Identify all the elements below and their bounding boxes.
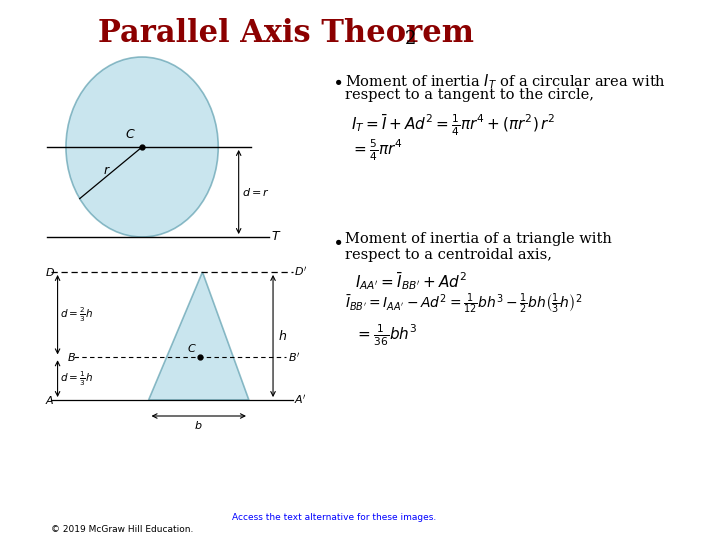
Text: $D$: $D$ bbox=[45, 266, 55, 278]
Text: Moment of inertia $I_T$ of a circular area with: Moment of inertia $I_T$ of a circular ar… bbox=[346, 72, 667, 91]
Text: $C$: $C$ bbox=[186, 342, 197, 354]
Text: $\bullet$: $\bullet$ bbox=[333, 232, 343, 250]
Text: $d = \frac{2}{3}h$: $d = \frac{2}{3}h$ bbox=[60, 306, 94, 324]
Polygon shape bbox=[148, 272, 249, 400]
Text: $\bar{I}_{BB'} = I_{AA'} - Ad^2 = \frac{1}{12}bh^3 - \frac{1}{2}bh\left(\frac{1}: $\bar{I}_{BB'} = I_{AA'} - Ad^2 = \frac{… bbox=[346, 292, 583, 316]
Text: respect to a centroidal axis,: respect to a centroidal axis, bbox=[346, 248, 552, 262]
Text: $\bullet$: $\bullet$ bbox=[333, 72, 343, 90]
Text: respect to a tangent to the circle,: respect to a tangent to the circle, bbox=[346, 88, 595, 102]
Text: $r$: $r$ bbox=[104, 164, 112, 177]
Text: $B$: $B$ bbox=[67, 352, 76, 363]
Text: $A$: $A$ bbox=[45, 394, 54, 406]
Text: $h$: $h$ bbox=[278, 329, 287, 343]
Text: $I_{AA'} = \bar{I}_{BB'} + Ad^2$: $I_{AA'} = \bar{I}_{BB'} + Ad^2$ bbox=[355, 270, 467, 292]
Text: $= \frac{1}{36}bh^3$: $= \frac{1}{36}bh^3$ bbox=[355, 322, 418, 348]
Text: $d = r$: $d = r$ bbox=[243, 186, 270, 198]
Text: © 2019 McGraw Hill Education.: © 2019 McGraw Hill Education. bbox=[51, 525, 194, 535]
Text: Moment of inertia of a triangle with: Moment of inertia of a triangle with bbox=[346, 232, 612, 246]
Text: $C$: $C$ bbox=[125, 129, 136, 141]
Text: Parallel Axis Theorem: Parallel Axis Theorem bbox=[98, 17, 474, 49]
Ellipse shape bbox=[66, 57, 218, 237]
Text: $b$: $b$ bbox=[194, 419, 203, 431]
Text: $A'$: $A'$ bbox=[294, 394, 307, 407]
Text: $d = \frac{1}{3}h$: $d = \frac{1}{3}h$ bbox=[60, 369, 94, 388]
Text: Access the text alternative for these images.: Access the text alternative for these im… bbox=[233, 514, 436, 523]
Text: $B'$: $B'$ bbox=[288, 351, 300, 364]
Text: 2: 2 bbox=[405, 30, 416, 48]
Text: $I_T = \bar{I} + Ad^2 = \frac{1}{4}\pi r^4 + (\pi r^2)\, r^2$: $I_T = \bar{I} + Ad^2 = \frac{1}{4}\pi r… bbox=[351, 112, 555, 138]
Text: $D'$: $D'$ bbox=[294, 266, 307, 279]
Text: $T$: $T$ bbox=[271, 231, 282, 244]
Text: $= \frac{5}{4}\pi r^4$: $= \frac{5}{4}\pi r^4$ bbox=[351, 137, 403, 163]
